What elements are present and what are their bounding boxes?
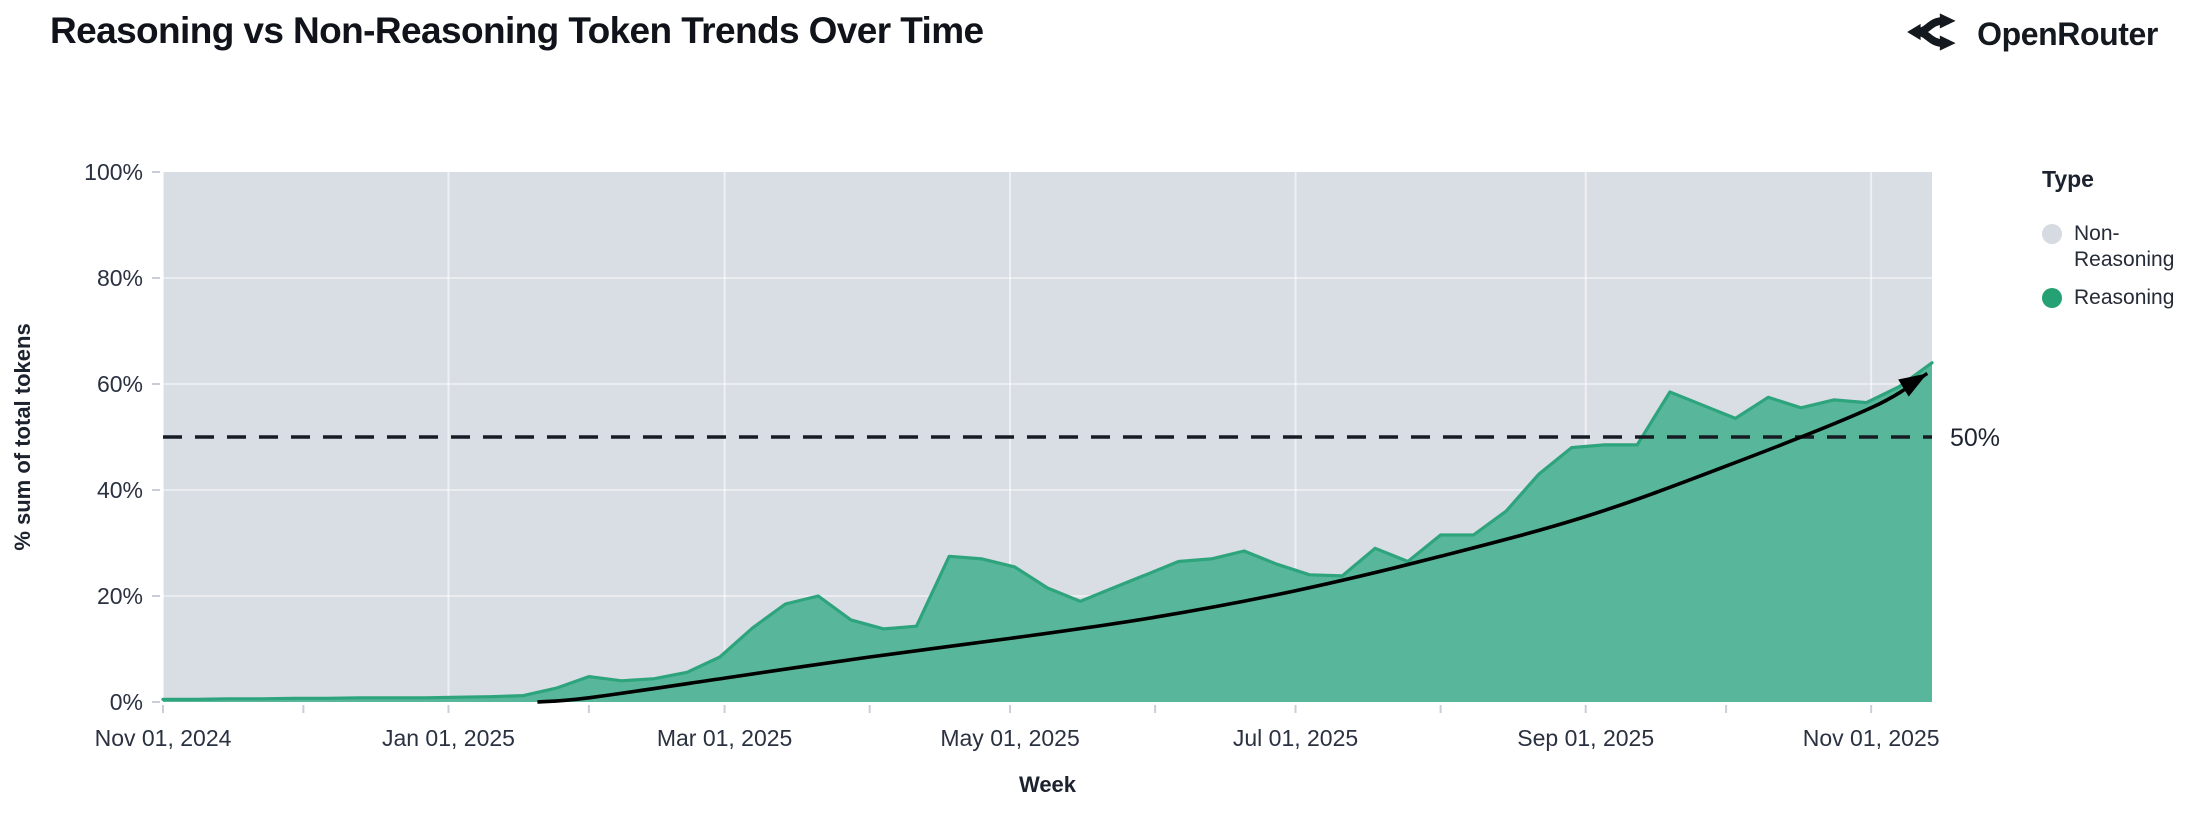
x-tick-label: May 01, 2025 [940,725,1079,751]
legend-item-label: Non-Reasoning [2074,222,2175,271]
legend-swatch-non-reasoning [2042,224,2062,244]
y-tick-label: 100% [84,159,143,185]
brand-name: OpenRouter [1977,16,2158,52]
trend-arrow-line [537,371,1929,704]
trend-arrowhead [1898,373,1928,397]
legend-item-non-reasoning: Non-Reasoning [2042,221,2194,273]
x-axis-title: Week [1019,772,1077,797]
y-tick-label: 60% [97,371,143,397]
y-axis-title: % sum of total tokens [10,323,35,550]
legend-item-label: Reasoning [2074,286,2175,309]
y-tick-label: 80% [97,265,143,291]
x-tick-label: Nov 01, 2024 [95,725,232,751]
legend: Type Non-Reasoning Reasoning [2042,166,2194,323]
x-tick-label: Jan 01, 2025 [382,725,515,751]
threshold-label: 50% [1950,424,2000,452]
x-tick-label: Jul 01, 2025 [1233,725,1358,751]
legend-swatch-reasoning [2042,288,2062,308]
x-tick-label: Sep 01, 2025 [1517,725,1654,751]
reasoning-area-edge [161,361,1934,701]
reasoning-area [163,362,1932,702]
y-tick-label: 0% [110,689,143,715]
y-tick-label: 40% [97,477,143,503]
axis-tick-marks [152,171,1873,713]
y-tick-label: 20% [97,583,143,609]
brand: OpenRouter [1906,10,2158,59]
page-title: Reasoning vs Non-Reasoning Token Trends … [50,10,984,51]
legend-item-reasoning: Reasoning [2042,285,2194,311]
x-tick-label: Mar 01, 2025 [657,725,793,751]
openrouter-logo-icon [1906,10,1962,59]
legend-title: Type [2042,166,2094,192]
x-tick-label: Nov 01, 2025 [1803,725,1940,751]
